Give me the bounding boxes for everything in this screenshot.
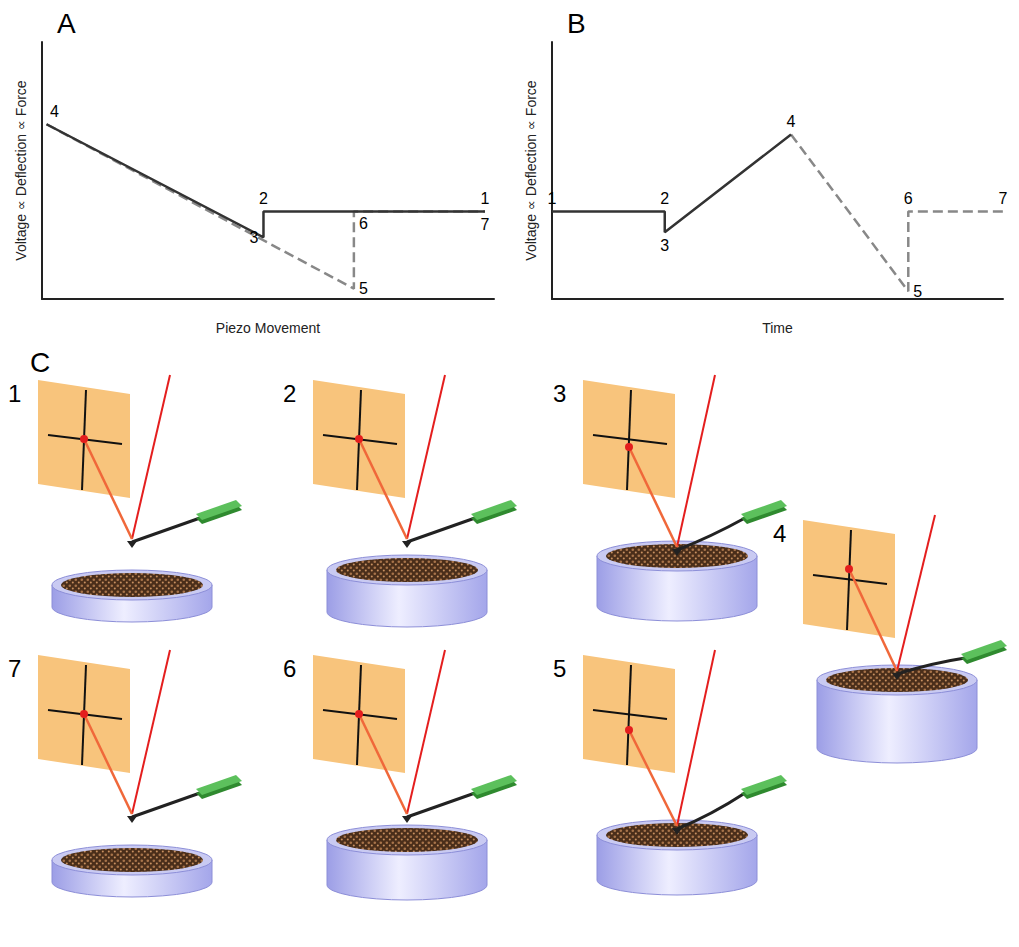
svg-text:1: 1 [481, 190, 490, 207]
svg-text:6: 6 [283, 655, 296, 682]
svg-text:4: 4 [50, 103, 59, 120]
svg-text:3: 3 [660, 237, 669, 254]
svg-text:4: 4 [787, 113, 796, 130]
svg-text:7: 7 [8, 655, 21, 682]
svg-text:5: 5 [913, 283, 922, 300]
svg-text:1: 1 [548, 190, 557, 207]
svg-text:1: 1 [8, 380, 21, 407]
svg-text:5: 5 [553, 655, 566, 682]
svg-text:5: 5 [359, 280, 368, 297]
svg-text:6: 6 [904, 190, 913, 207]
svg-text:Piezo Movement: Piezo Movement [216, 320, 320, 336]
svg-text:C: C [30, 347, 50, 378]
svg-text:Voltage ∝ Deflection ∝ Force: Voltage ∝ Deflection ∝ Force [523, 80, 539, 261]
svg-text:B: B [567, 8, 586, 39]
svg-text:2: 2 [660, 190, 669, 207]
svg-text:7: 7 [999, 190, 1008, 207]
svg-text:Time: Time [762, 320, 793, 336]
svg-text:2: 2 [283, 380, 296, 407]
svg-text:A: A [57, 8, 76, 39]
svg-text:3: 3 [553, 380, 566, 407]
svg-text:3: 3 [250, 229, 259, 246]
svg-text:7: 7 [481, 216, 490, 233]
svg-text:4: 4 [773, 520, 786, 547]
svg-text:6: 6 [359, 215, 368, 232]
svg-text:2: 2 [259, 190, 268, 207]
svg-text:Voltage ∝ Deflection ∝ Force: Voltage ∝ Deflection ∝ Force [13, 80, 29, 261]
